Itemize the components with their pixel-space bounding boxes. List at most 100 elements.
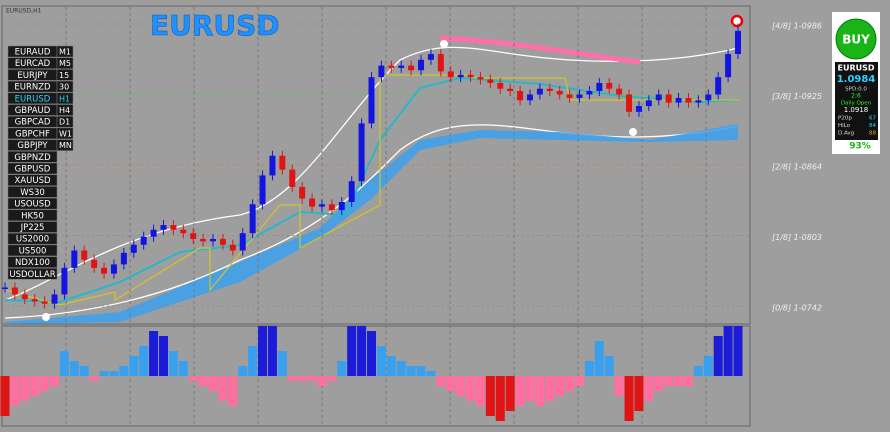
timeframe-label: M1 [59, 48, 71, 57]
histogram [0, 326, 743, 421]
symbol-cell[interactable] [7, 209, 58, 222]
symbol-label: GBPCHF [15, 129, 50, 139]
candle [418, 59, 425, 71]
candle [398, 65, 405, 68]
timeframe-cell[interactable] [56, 80, 74, 93]
hist-bar [485, 376, 495, 416]
symbol-label: GBPCAD [15, 118, 51, 128]
candle [368, 77, 375, 124]
signal-dot [42, 313, 50, 321]
hist-bar [604, 356, 614, 376]
hist-bar [644, 376, 654, 401]
symbol-cell[interactable] [7, 174, 58, 186]
candle [41, 301, 48, 304]
symbol-cell[interactable] [7, 268, 58, 280]
symbol-cell[interactable] [7, 162, 58, 175]
candle [140, 236, 147, 245]
candle [487, 79, 494, 83]
symbol-cell[interactable] [7, 221, 58, 233]
candle [526, 94, 533, 101]
hist-bar [267, 326, 277, 376]
symbol-cell[interactable] [7, 244, 58, 257]
hist-bar [723, 326, 733, 376]
symbol-cell[interactable] [7, 151, 58, 163]
stat-name: D.Avg [838, 131, 854, 137]
hist-bar [347, 326, 357, 376]
hist-bar [565, 376, 575, 391]
hist-bar [456, 376, 466, 396]
candle [477, 77, 484, 80]
candle [655, 94, 662, 101]
timeframe-cell[interactable] [56, 115, 74, 128]
candle [338, 201, 345, 211]
symbol-title: EURUSD [150, 9, 280, 42]
candle [120, 252, 127, 265]
symbol-label: EURJPY [17, 71, 48, 81]
timeframe-cell[interactable] [56, 139, 74, 151]
hist-bar [158, 336, 168, 376]
hist-bar [713, 336, 723, 376]
candle [299, 186, 306, 199]
hist-bar [396, 361, 406, 376]
symbol-cell[interactable] [7, 197, 58, 210]
hist-bar [505, 376, 515, 411]
candle [249, 204, 256, 234]
hist-bar [69, 361, 79, 376]
sell-zone [439, 35, 641, 65]
candle [507, 88, 514, 92]
stat-value: 84 [869, 123, 876, 129]
stat-name: P20p [838, 116, 852, 122]
candle [576, 94, 583, 98]
hist-bar [584, 361, 594, 376]
symbol-label: XAUUSD [14, 176, 50, 186]
panel-symbol: EURUSD [837, 64, 874, 73]
hist-bar [337, 361, 347, 376]
symbol-cell[interactable] [7, 256, 58, 268]
symbol-cell[interactable] [7, 232, 58, 245]
hist-bar [545, 376, 555, 401]
hist-bar [40, 376, 50, 391]
candle [91, 259, 98, 268]
hist-bar [218, 376, 228, 401]
candle [200, 238, 207, 242]
symbol-label: EURNZD [14, 83, 51, 93]
candle [180, 229, 187, 234]
timeframe-cell[interactable] [56, 45, 74, 58]
timeframe-cell[interactable] [56, 57, 74, 69]
candle [685, 97, 692, 103]
hist-bar [674, 376, 684, 386]
buy-button[interactable] [835, 18, 877, 60]
hist-bar [594, 341, 604, 376]
hist-bar [535, 376, 545, 406]
timeframe-label: D1 [59, 118, 70, 127]
hist-bar [733, 326, 743, 376]
candle [517, 91, 524, 101]
hist-bar [208, 376, 218, 391]
hist-bar [99, 371, 109, 376]
candle [408, 65, 415, 71]
symbol-label: HK50 [21, 211, 44, 221]
hist-bar [168, 351, 178, 376]
stat-value: 67 [869, 116, 876, 122]
symbol-label: GBPNZD [14, 153, 51, 163]
candle [626, 94, 633, 112]
timeframe-cell[interactable] [56, 104, 74, 116]
candle [130, 244, 137, 253]
candle [665, 94, 672, 103]
buy-label: BUY [842, 33, 870, 47]
hist-bar [10, 376, 20, 406]
timeframe-cell[interactable] [56, 127, 74, 140]
hist-bar [198, 376, 208, 386]
symbol-cell[interactable] [7, 186, 58, 198]
hist-bar [466, 376, 476, 401]
candle [645, 100, 652, 107]
candle [427, 54, 434, 60]
timeframe-cell[interactable] [56, 92, 74, 105]
symbol-label: USOUSD [14, 200, 51, 210]
timeframe-cell[interactable] [56, 69, 74, 81]
candle [715, 77, 722, 95]
candle [101, 267, 108, 274]
hist-bar [119, 366, 129, 376]
candle [31, 299, 38, 302]
